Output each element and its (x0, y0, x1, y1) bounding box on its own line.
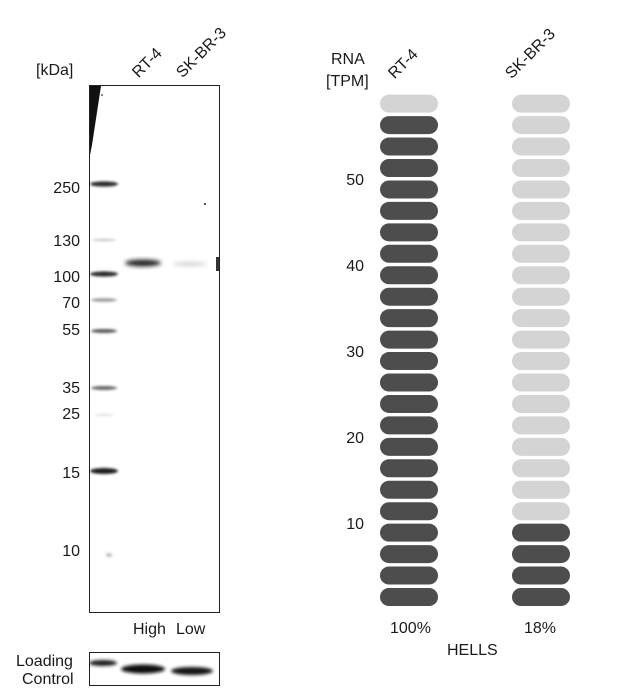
bar-segment-skbr3-23 (512, 116, 570, 135)
bar-segment-skbr3-5 (512, 502, 570, 521)
bar-segment-skbr3-22 (512, 137, 570, 156)
marker-70: 70 (62, 295, 80, 312)
bar-segment-rt4-14 (380, 309, 438, 328)
y-tick-40: 40 (346, 258, 364, 275)
bar-segment-skbr3-2 (512, 566, 570, 585)
y-tick-50: 50 (346, 172, 364, 189)
lane-label-skbr3: SK-BR-3 (173, 24, 230, 82)
loading-control-label-line1: Loading (16, 653, 73, 670)
bar-segment-skbr3-15 (512, 287, 570, 306)
marker-10: 10 (62, 543, 80, 560)
bar-segment-skbr3-7 (512, 459, 570, 478)
rna-axis-label-line1: RNA (331, 51, 365, 68)
kda-unit-label: [kDa] (36, 62, 74, 79)
bar-segment-rt4-5 (380, 502, 438, 521)
bar-segment-rt4-1 (380, 588, 438, 606)
loading-control-blot (89, 652, 220, 686)
marker-100: 100 (53, 269, 80, 286)
bar-segment-rt4-4 (380, 523, 438, 542)
blot-image (89, 85, 220, 613)
bar-segment-skbr3-19 (512, 201, 570, 220)
bar-segment-skbr3-16 (512, 266, 570, 285)
bar-segment-rt4-8 (380, 437, 438, 456)
gene-label: HELLS (447, 642, 498, 659)
bar-segment-skbr3-3 (512, 545, 570, 564)
loading-control-label-line2: Control (22, 671, 74, 688)
bar-segment-skbr3-6 (512, 480, 570, 499)
y-tick-30: 30 (346, 344, 364, 361)
bar-segment-rt4-2 (380, 566, 438, 585)
marker-250: 250 (53, 180, 80, 197)
bar-segment-skbr3-20 (512, 180, 570, 199)
bar-segment-rt4-20 (380, 180, 438, 199)
lane-label-rt4: RT-4 (129, 44, 166, 82)
marker-130: 130 (53, 233, 80, 250)
bar-segment-rt4-10 (380, 394, 438, 413)
bar-segment-rt4-7 (380, 459, 438, 478)
bar-segment-skbr3-12 (512, 352, 570, 371)
bar-segment-rt4-18 (380, 223, 438, 242)
bar-segment-rt4-23 (380, 116, 438, 135)
bar-segment-skbr3-13 (512, 330, 570, 349)
bar-segment-rt4-12 (380, 352, 438, 371)
y-tick-10: 10 (346, 516, 364, 533)
bar-segment-rt4-19 (380, 201, 438, 220)
marker-25: 25 (62, 406, 80, 423)
bar-segment-rt4-9 (380, 416, 438, 435)
bar-segment-rt4-3 (380, 545, 438, 564)
bar-segment-rt4-17 (380, 244, 438, 263)
bar-segment-rt4-24 (380, 94, 438, 113)
bar-segment-skbr3-10 (512, 394, 570, 413)
percent-label-skbr3: 18% (524, 620, 557, 637)
bar-segment-rt4-6 (380, 480, 438, 499)
marker-55: 55 (62, 322, 80, 339)
y-tick-20: 20 (346, 430, 364, 447)
bar-segment-skbr3-8 (512, 437, 570, 456)
bar-segment-rt4-21 (380, 159, 438, 177)
bar-segment-skbr3-1 (512, 588, 570, 606)
bar-segment-rt4-16 (380, 266, 438, 285)
rna-bar-chart (380, 94, 570, 606)
bar-segment-skbr3-24 (512, 94, 570, 113)
bar-segment-skbr3-14 (512, 309, 570, 328)
intensity-label-high: High (133, 621, 166, 638)
bar-segment-rt4-22 (380, 137, 438, 156)
bar-segment-rt4-13 (380, 330, 438, 349)
intensity-label-low: Low (176, 621, 206, 638)
bar-segment-skbr3-9 (512, 416, 570, 435)
bar-segment-skbr3-11 (512, 373, 570, 392)
rna-column-label-skbr3: SK-BR-3 (502, 25, 559, 83)
marker-15: 15 (62, 465, 80, 482)
bar-segment-rt4-11 (380, 373, 438, 392)
percent-label-rt4: 100% (390, 620, 431, 637)
bar-segment-rt4-15 (380, 287, 438, 306)
marker-35: 35 (62, 380, 80, 397)
rna-axis-label-line2: [TPM] (326, 73, 369, 90)
rna-column-label-rt4: RT-4 (385, 45, 422, 83)
bar-segment-skbr3-17 (512, 244, 570, 263)
bar-segment-skbr3-4 (512, 523, 570, 542)
bar-segment-skbr3-18 (512, 223, 570, 242)
bar-segment-skbr3-21 (512, 159, 570, 177)
